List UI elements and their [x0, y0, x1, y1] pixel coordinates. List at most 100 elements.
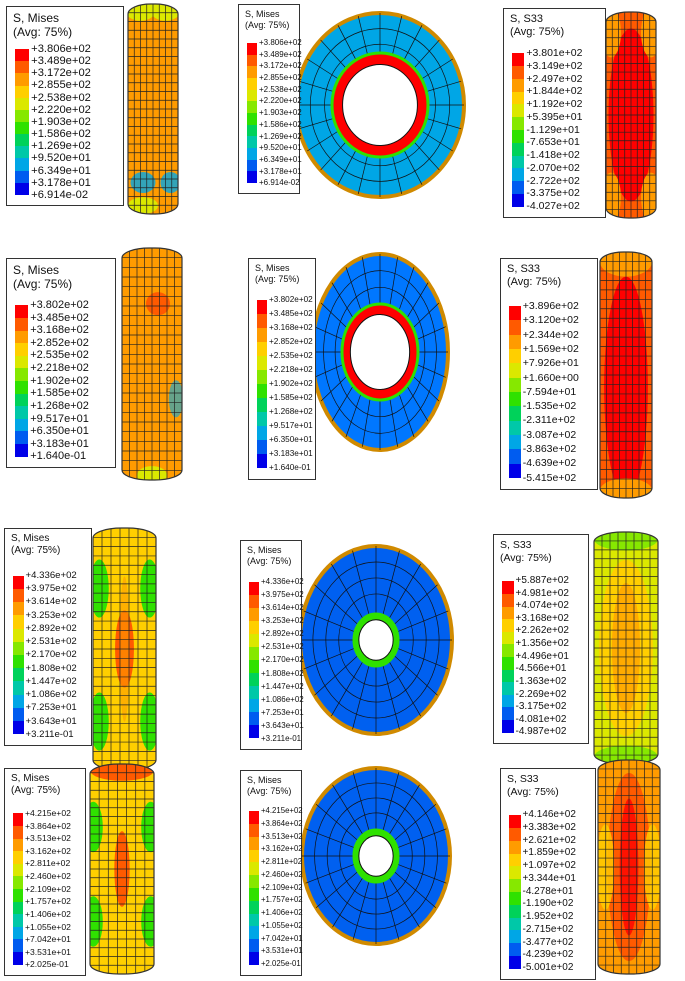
- legend-panel-11: S, Mises (Avg: 75%) +4.215e+02 +3.864e+02 +3…: [240, 770, 303, 976]
- legend-value-label: +2.535e+02: [30, 349, 89, 362]
- legend-value-label: -3.863e+02: [522, 443, 577, 456]
- legend-color-swatch: [509, 917, 521, 931]
- legend-value-label: -5.001e+02: [522, 962, 574, 974]
- legend-value-label: +4.146e+02: [522, 809, 576, 820]
- legend-value-label: +5.395e+01: [526, 110, 583, 123]
- legend-color-swatch: [502, 682, 514, 695]
- legend-variable: S, S33: [507, 773, 539, 785]
- legend-value-label: +3.801e+02: [526, 47, 583, 59]
- legend-color-swatch: [13, 721, 24, 735]
- legend-value-label: +4.215e+02: [261, 806, 303, 815]
- legend-value-label: +1.097e+02: [522, 860, 576, 872]
- legend-color-swatch: [509, 320, 521, 335]
- legend-color-swatch: [247, 54, 257, 67]
- legend-color-swatch: [249, 888, 259, 901]
- legend-color-swatch: [249, 951, 259, 965]
- legend-value-label: +1.086e+02: [261, 694, 304, 704]
- legend-color-swatch: [15, 355, 29, 369]
- legend-averaging: (Avg: 75%): [507, 785, 559, 798]
- legend-value-label: +3.253e+02: [261, 616, 304, 626]
- legend-value-label: +2.109e+02: [25, 883, 71, 894]
- legend-averaging: (Avg: 75%): [255, 274, 300, 284]
- stress-region: [93, 692, 109, 751]
- ring-mises-row2: [310, 252, 450, 452]
- legend-value-label: +3.485e+02: [30, 311, 89, 324]
- legend-value-label: +1.192e+02: [526, 98, 583, 111]
- legend-value-label: +3.806e+02: [31, 43, 91, 55]
- legend-color-swatch: [509, 866, 521, 880]
- legend-value-label: +1.808e+02: [261, 668, 304, 678]
- legend-variable: S, Mises: [11, 773, 50, 784]
- legend-value-label: -4.566e+01: [515, 663, 567, 675]
- legend-value-label: +2.170e+02: [25, 649, 77, 661]
- stress-region: [90, 801, 103, 853]
- legend-color-swatch: [509, 434, 521, 450]
- legend-color-swatch: [509, 463, 521, 478]
- legend-color-swatch: [509, 392, 521, 407]
- legend-title: S, Mises (Avg: 75%): [245, 9, 289, 31]
- legend-panel-9: S, S33 (Avg: 75%) +5.887e+02 +4.981e+02 +4.0…: [493, 534, 589, 744]
- legend-color-swatch: [15, 406, 29, 419]
- legend-value-label: +3.513e+02: [25, 833, 71, 844]
- legend-value-label: +2.531e+02: [261, 642, 304, 652]
- legend-color-swatch: [247, 89, 257, 102]
- legend-color-swatch: [509, 892, 521, 905]
- legend-value-label: +1.660e+00: [522, 371, 579, 384]
- legend-value-label: +2.025e-01: [261, 959, 301, 969]
- legend-color-swatch: [247, 77, 257, 90]
- legend-color-swatch: [512, 66, 525, 79]
- legend-title: S, Mises (Avg: 75%): [247, 775, 291, 797]
- legend-color-swatch: [13, 939, 23, 953]
- legend-value-label: +1.269e+02: [31, 140, 91, 153]
- legend-color-swatch: [249, 926, 259, 940]
- legend-averaging: (Avg: 75%): [245, 20, 290, 30]
- legend-color-swatch: [13, 655, 24, 669]
- legend-color-swatch: [13, 851, 23, 864]
- legend-color-swatch: [257, 454, 267, 468]
- legend-value-label: +3.864e+02: [25, 820, 71, 831]
- legend-color-swatch: [247, 42, 257, 55]
- legend-value-label: +4.981e+02: [515, 587, 569, 599]
- legend-color-swatch: [509, 334, 521, 350]
- cylinder-mises-row1: [127, 3, 179, 215]
- legend-color-swatch: [13, 926, 23, 940]
- legend-color-swatch: [247, 136, 257, 149]
- legend-color-swatch: [249, 836, 259, 850]
- legend-value-label: +1.055e+02: [261, 920, 303, 930]
- stress-region: [93, 559, 109, 618]
- legend-color-swatch: [13, 876, 23, 889]
- legend-color-swatch: [249, 849, 259, 863]
- legend-value-label: +3.896e+02: [522, 300, 579, 312]
- legend-color-swatch: [502, 619, 514, 632]
- cylinder-s33-row4: [597, 759, 661, 975]
- legend-color-swatch: [512, 130, 525, 143]
- ring-mises-row4: [300, 766, 452, 946]
- legend-value-label: -1.535e+02: [522, 400, 577, 413]
- legend-color-swatch: [247, 171, 257, 184]
- cylinder-outline: [605, 11, 657, 219]
- legend-value-label: +2.460e+02: [261, 869, 303, 879]
- legend-panel-1: S, Mises (Avg: 75%) +3.806e+02 +3.489e+02 +3…: [6, 6, 124, 206]
- legend-value-label: +4.336e+02: [25, 570, 77, 581]
- cylinder-mises-row3: [92, 527, 157, 771]
- legend-color-swatch: [512, 181, 525, 194]
- legend-value-label: +1.844e+02: [526, 85, 583, 98]
- legend-variable: S, Mises: [245, 9, 280, 19]
- legend-color-swatch: [247, 113, 257, 125]
- legend-value-label: +3.172e+02: [31, 67, 91, 80]
- legend-color-swatch: [249, 913, 259, 927]
- stress-region: [146, 292, 170, 316]
- legend-color-swatch: [257, 440, 267, 454]
- legend-color-swatch: [13, 681, 24, 695]
- stress-region: [140, 559, 156, 618]
- legend-value-label: +3.178e+01: [259, 166, 302, 176]
- legend-value-label: +9.517e+01: [269, 421, 313, 430]
- legend-value-label: -3.087e+02: [522, 428, 577, 441]
- legend-color-swatch: [15, 61, 30, 74]
- legend-value-label: +6.350e+01: [269, 435, 313, 444]
- legend-variable: S, S33: [500, 539, 532, 551]
- legend-value-label: +2.852e+02: [30, 336, 89, 349]
- legend-value-label: -7.653e+01: [526, 136, 580, 149]
- legend-value-label: +2.538e+02: [31, 91, 91, 104]
- legend-title: S, S33 (Avg: 75%): [500, 539, 552, 564]
